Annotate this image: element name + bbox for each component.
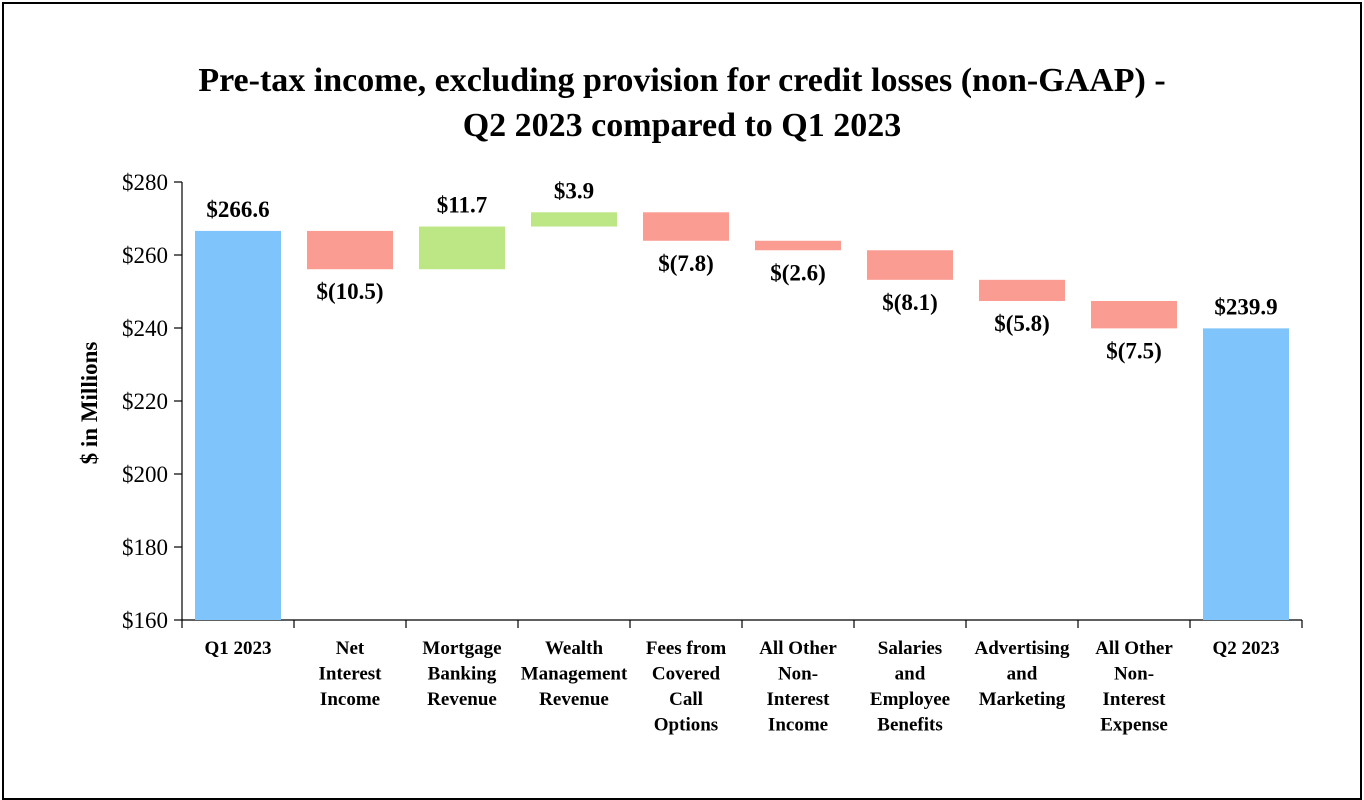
category-label-line: Employee xyxy=(870,689,950,710)
category-label-line: Banking xyxy=(428,664,497,685)
y-tick-label: $160 xyxy=(122,608,168,633)
category-label-line: Wealth xyxy=(545,638,603,659)
data-label: $(7.5) xyxy=(1106,338,1162,363)
data-label: $266.6 xyxy=(206,197,269,222)
category-label-line: Options xyxy=(654,715,718,736)
data-label: $(7.8) xyxy=(658,251,714,276)
category-label-line: Non- xyxy=(778,664,818,685)
category-label-line: Q2 2023 xyxy=(1212,638,1279,659)
y-tick-label: $280 xyxy=(122,170,168,195)
category-label: Salaries and Employee Benefits xyxy=(870,638,950,736)
category-label: All Other Non- Interest Expense xyxy=(1095,638,1173,736)
bars xyxy=(195,212,1289,620)
data-label: $11.7 xyxy=(437,193,487,218)
data-label: $(2.6) xyxy=(770,260,826,285)
category-label-line: Interest xyxy=(1103,689,1167,710)
chart-title-line-1: Pre-tax income, excluding provision for … xyxy=(198,62,1166,99)
y-tick-label: $260 xyxy=(122,243,168,268)
bar-decrease xyxy=(643,212,729,241)
data-label: $3.9 xyxy=(554,178,594,203)
category-label-line: Q1 2023 xyxy=(204,638,271,659)
category-label-line: Expense xyxy=(1100,715,1168,736)
category-label-line: Income xyxy=(320,689,380,710)
y-tick-label: $200 xyxy=(122,462,168,487)
bar-decrease xyxy=(867,250,953,280)
data-labels: $266.6 $(10.5) $11.7 $3.9 $(7.8) $(2.6) $(8.1)… xyxy=(206,178,1277,363)
category-label: Net Interest Income xyxy=(319,638,383,710)
category-label-line: Fees from xyxy=(646,638,727,659)
category-label-line: Salaries xyxy=(878,638,942,659)
category-label-line: and xyxy=(1007,664,1038,685)
y-tick-label: $180 xyxy=(122,535,168,560)
category-label-line: Mortgage xyxy=(422,638,501,659)
category-label: Q1 2023 xyxy=(204,638,271,659)
category-label: Q2 2023 xyxy=(1212,638,1279,659)
chart-title-line-2: Q2 2023 compared to Q1 2023 xyxy=(462,107,902,144)
bar-total xyxy=(195,230,281,620)
category-label-line: Net xyxy=(336,638,365,659)
y-axis-label: $ in Millions xyxy=(77,342,102,465)
category-label: Wealth Management Revenue xyxy=(521,638,628,710)
y-tick-label: $220 xyxy=(122,389,168,414)
category-label-line: Non- xyxy=(1114,664,1154,685)
category-label-line: Advertising xyxy=(975,638,1071,659)
category-label-line: Revenue xyxy=(427,689,497,710)
category-label-line: Revenue xyxy=(539,689,609,710)
bar-decrease xyxy=(1091,300,1177,329)
category-label-line: Marketing xyxy=(979,689,1066,710)
category-label: Mortgage Banking Revenue xyxy=(422,638,501,710)
category-labels: Q1 2023 Net Interest Income Mortgage Banking R… xyxy=(204,638,1279,736)
category-label-line: and xyxy=(895,664,926,685)
data-label: $239.9 xyxy=(1214,294,1277,319)
bar-increase xyxy=(419,226,505,270)
data-label: $(5.8) xyxy=(994,311,1050,336)
bar-increase xyxy=(531,212,617,227)
axes: $160 $180 $200 $220 $240 $260 $280 xyxy=(122,170,1303,633)
chart-title: Pre-tax income, excluding provision for … xyxy=(0,58,1364,148)
category-label: All Other Non- Interest Income xyxy=(759,638,837,736)
bar-decrease xyxy=(979,279,1065,301)
data-label: $(8.1) xyxy=(882,290,938,315)
category-label: Fees from Covered Call Options xyxy=(646,638,727,736)
data-label: $(10.5) xyxy=(316,279,383,304)
category-label-line: Interest xyxy=(767,689,831,710)
category-label-line: Benefits xyxy=(877,715,942,736)
category-label-line: All Other xyxy=(1095,638,1173,659)
category-label: Advertising and Marketing xyxy=(975,638,1071,710)
bar-total xyxy=(1203,328,1289,620)
y-tick-label: $240 xyxy=(122,316,168,341)
category-label-line: Interest xyxy=(319,664,383,685)
category-label-line: Management xyxy=(521,664,628,685)
bar-decrease xyxy=(307,230,393,270)
bar-decrease xyxy=(755,240,841,251)
category-label-line: Income xyxy=(768,715,828,736)
category-label-line: Covered xyxy=(652,664,721,685)
category-label-line: All Other xyxy=(759,638,837,659)
category-label-line: Call xyxy=(669,689,703,710)
